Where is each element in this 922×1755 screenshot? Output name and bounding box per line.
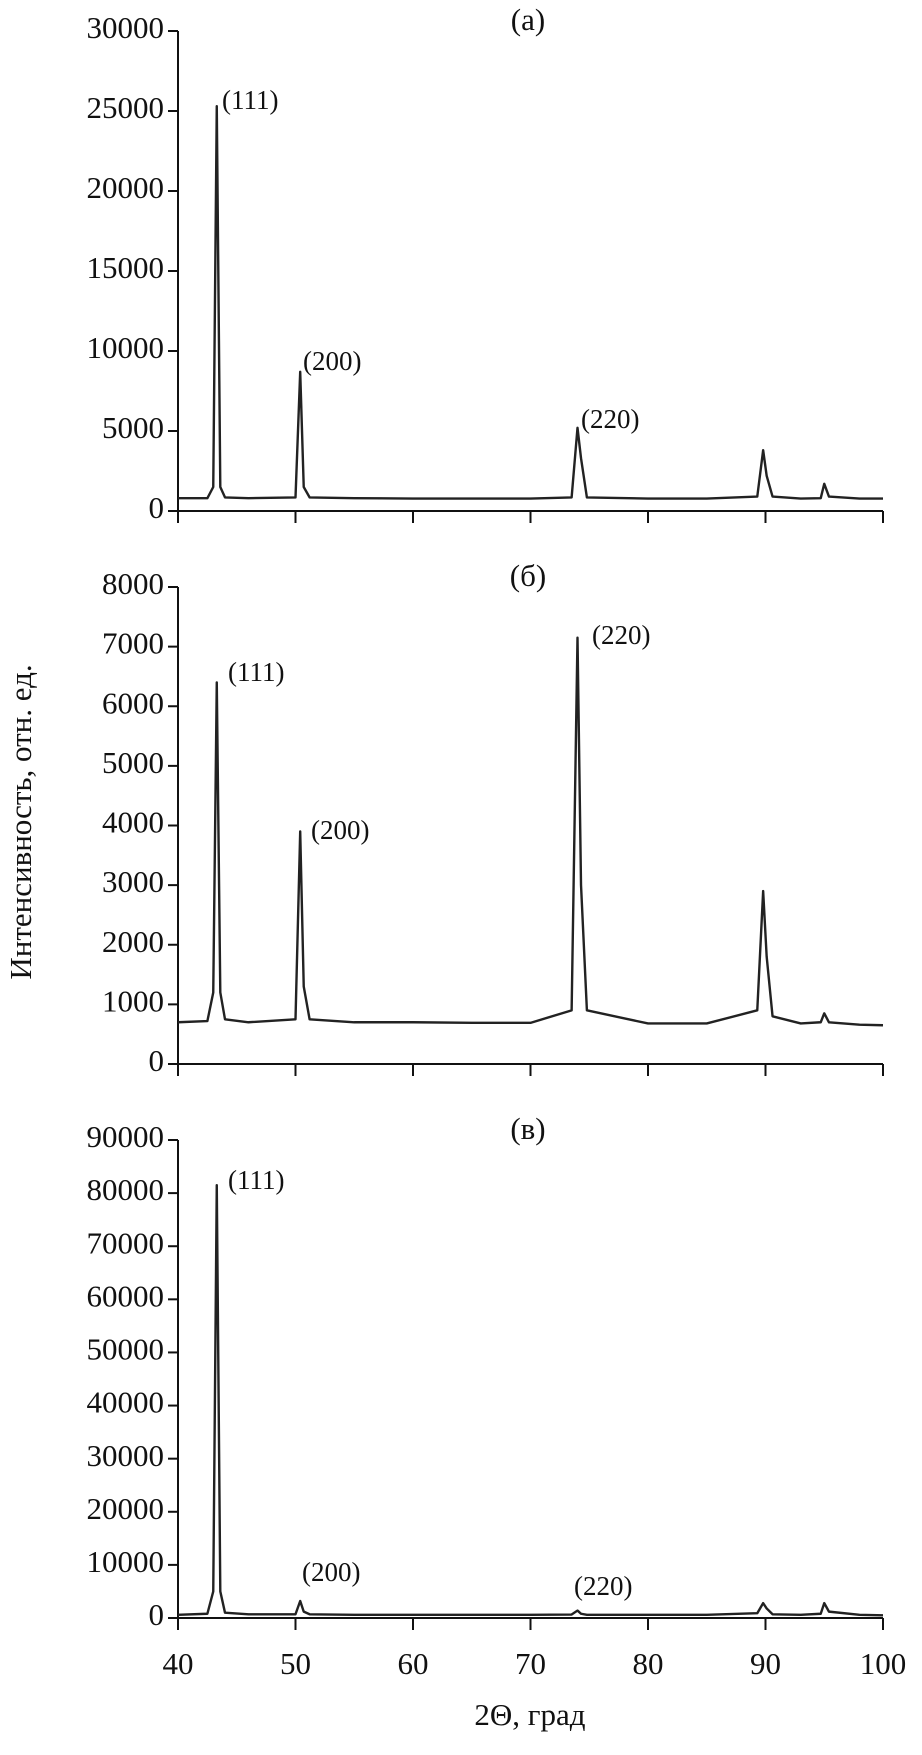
y-tick-label: 8000 <box>102 566 164 601</box>
y-tick-label: 5000 <box>102 410 164 445</box>
panel-title: (б) <box>510 558 546 593</box>
peak-label: (111) <box>228 657 284 687</box>
y-tick-label: 30000 <box>87 10 165 45</box>
x-tick-label: 60 <box>398 1646 429 1681</box>
y-tick-label: 30000 <box>87 1438 165 1473</box>
y-axis-label: Интенсивность, отн. ед. <box>3 664 38 979</box>
y-tick-label: 90000 <box>87 1119 165 1154</box>
y-tick-label: 20000 <box>87 170 165 205</box>
peak-label: (111) <box>222 85 278 115</box>
peak-label: (200) <box>303 346 361 376</box>
peak-label: (111) <box>228 1165 284 1195</box>
y-tick-label: 3000 <box>102 864 164 899</box>
peak-label: (220) <box>581 404 639 434</box>
x-tick-label: 70 <box>515 1646 546 1681</box>
y-tick-label: 80000 <box>87 1172 165 1207</box>
y-tick-label: 10000 <box>87 330 165 365</box>
x-tick-label: 90 <box>750 1646 781 1681</box>
y-tick-label: 40000 <box>87 1385 165 1420</box>
y-tick-label: 0 <box>149 1043 165 1078</box>
y-tick-label: 4000 <box>102 805 164 840</box>
y-tick-label: 0 <box>149 1597 165 1632</box>
panel-title: (а) <box>511 2 545 37</box>
x-tick-label: 40 <box>163 1646 194 1681</box>
y-tick-label: 10000 <box>87 1544 165 1579</box>
y-tick-label: 20000 <box>87 1491 165 1526</box>
peak-label: (220) <box>574 1571 632 1601</box>
spectrum-line <box>177 1183 884 1617</box>
x-tick-label: 80 <box>633 1646 664 1681</box>
spectrum-line <box>177 636 884 1027</box>
y-tick-label: 1000 <box>102 983 164 1018</box>
y-tick-label: 5000 <box>102 745 164 780</box>
y-tick-label: 25000 <box>87 90 165 125</box>
y-tick-label: 7000 <box>102 626 164 661</box>
y-tick-label: 70000 <box>87 1225 165 1260</box>
spectrum-line <box>178 105 883 500</box>
y-tick-label: 60000 <box>87 1278 165 1313</box>
peak-label: (200) <box>311 815 369 845</box>
panel-title: (в) <box>510 1111 545 1146</box>
x-tick-label: 100 <box>860 1646 907 1681</box>
peak-label: (200) <box>302 1557 360 1587</box>
y-tick-label: 15000 <box>87 250 165 285</box>
x-tick-label: 50 <box>280 1646 311 1681</box>
y-tick-label: 50000 <box>87 1332 165 1367</box>
y-tick-label: 6000 <box>102 685 164 720</box>
x-axis-label: 2Θ, град <box>474 1697 585 1732</box>
y-tick-label: 0 <box>149 490 165 525</box>
peak-label: (220) <box>592 620 650 650</box>
y-tick-label: 2000 <box>102 924 164 959</box>
